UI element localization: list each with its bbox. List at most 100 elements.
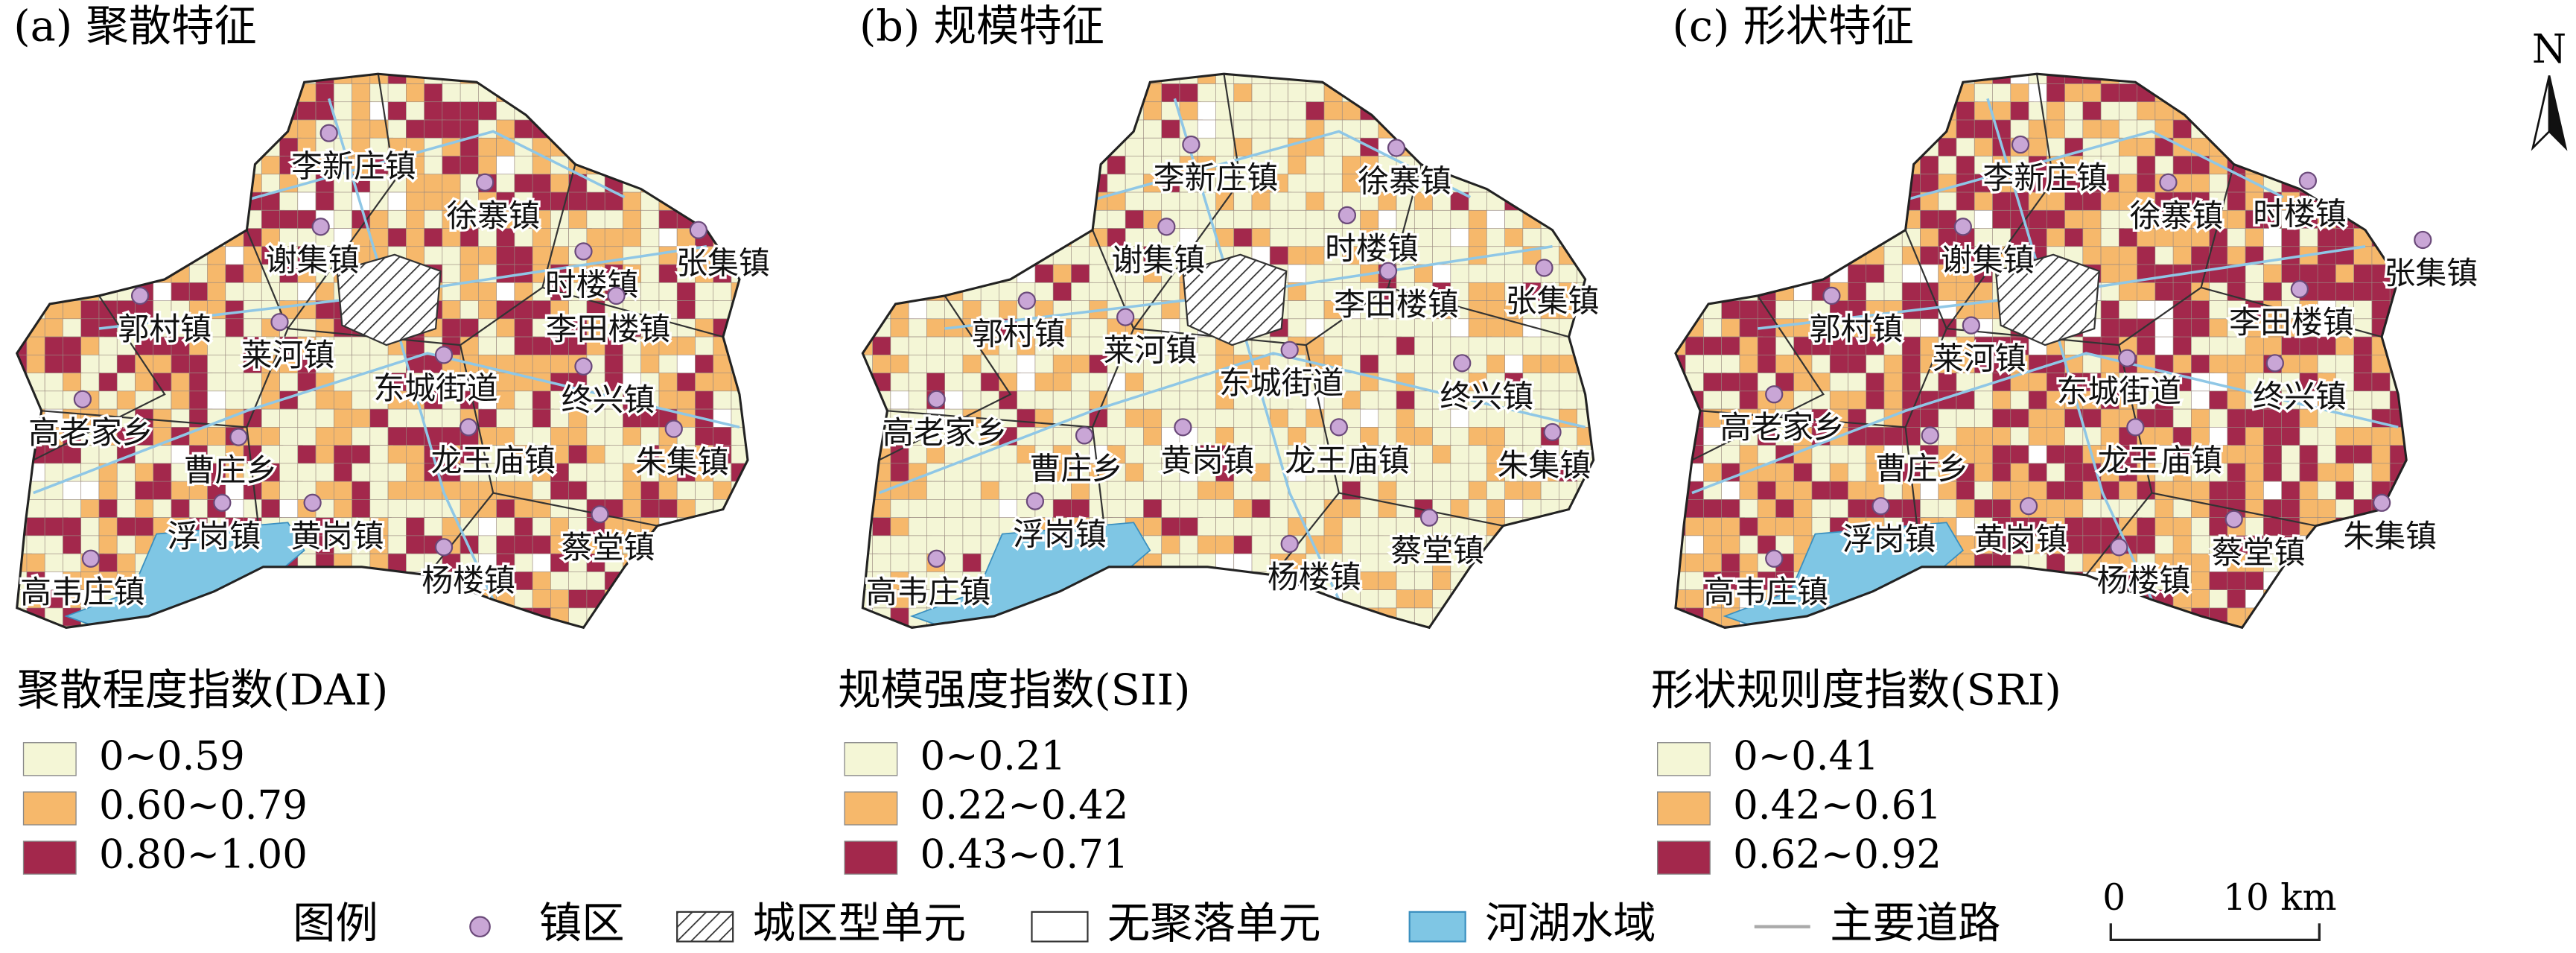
- map-cell: [862, 300, 878, 320]
- town-dot: [927, 390, 946, 408]
- map-cell: [604, 607, 623, 628]
- scale-label: 0: [2102, 877, 2125, 919]
- north-arrow: [2548, 75, 2568, 151]
- map-cell: [387, 390, 408, 410]
- map-cell: [478, 119, 500, 142]
- map-cell: [2317, 427, 2336, 448]
- map-cell: [890, 101, 911, 122]
- map-cell: [908, 209, 929, 229]
- map-cell: [1956, 156, 1979, 177]
- map-cell: [116, 119, 136, 140]
- map-cell: [1378, 209, 1397, 232]
- map-cell: [1233, 535, 1256, 556]
- town-label: 高老家乡: [1720, 409, 1845, 446]
- map-cell: [44, 625, 67, 628]
- map-cell: [962, 553, 983, 572]
- map-cell: [1396, 408, 1416, 429]
- map-cell: [676, 535, 696, 554]
- map-cell: [1161, 572, 1185, 594]
- map-cell: [695, 336, 716, 359]
- map-cell: [1504, 607, 1527, 628]
- map-cell: [1161, 625, 1183, 628]
- map-cell: [2408, 626, 2427, 645]
- map-cell: [2046, 119, 2069, 142]
- map-cell: [2227, 463, 2246, 484]
- map-cell: [2172, 481, 2193, 500]
- map-cell: [999, 625, 1020, 628]
- map-cell: [2389, 589, 2407, 612]
- map-cell: [80, 318, 103, 341]
- map-cell: [1685, 174, 1704, 194]
- map-cell: [387, 625, 407, 628]
- map-cell: [2317, 83, 2340, 103]
- map-cell: [2137, 607, 2156, 627]
- map-cell: [153, 390, 172, 410]
- map-cell: [999, 282, 1021, 303]
- map-cell: [2227, 300, 2249, 321]
- map-cell: [1577, 101, 1594, 122]
- map-cell: [1866, 101, 1889, 121]
- map-cell: [1468, 607, 1492, 628]
- map-cell: [496, 282, 515, 303]
- map-cell: [2209, 119, 2233, 139]
- map-cell: [2154, 264, 2174, 285]
- map-cell: [2154, 607, 2174, 628]
- map-cell: [1595, 463, 1613, 485]
- map-cell: [1522, 137, 1545, 156]
- map-cell: [171, 119, 193, 140]
- map-cell: [1956, 191, 1979, 212]
- map-cell: [2082, 607, 2102, 628]
- map-cell: [1179, 390, 1198, 410]
- map-cell: [387, 589, 408, 612]
- map-cell: [2299, 264, 2320, 283]
- map-cell: [695, 246, 714, 265]
- map-cell: [1721, 499, 1740, 520]
- map-cell: [872, 119, 891, 142]
- map-cell: [944, 336, 964, 357]
- map-cell: [1017, 83, 1036, 106]
- map-cell: [890, 191, 911, 211]
- map-cell: [713, 390, 732, 411]
- map-cell: [1450, 83, 1471, 103]
- map-cell: [171, 83, 195, 106]
- map-cell: [2118, 625, 2137, 628]
- map-cell: [2154, 83, 2179, 104]
- legend-symbol: [1031, 911, 1089, 943]
- map-cell: [2209, 74, 2233, 84]
- map-cell: [153, 373, 175, 393]
- map-cell: [1775, 300, 1798, 320]
- map-cell: [586, 481, 607, 504]
- map-cell: [1901, 137, 1926, 156]
- map-cell: [1288, 209, 1310, 229]
- map-cell: [1775, 156, 1795, 178]
- map-cell: [1577, 553, 1594, 572]
- map-cell: [2281, 83, 2302, 104]
- town-label: 朱集镇: [635, 444, 729, 481]
- map-cell: [1432, 535, 1453, 554]
- map-cell: [207, 119, 229, 142]
- map-cell: [1956, 589, 1980, 612]
- map-cell: [2137, 318, 2159, 338]
- map-cell: [1504, 354, 1524, 377]
- map-cell: [459, 300, 479, 320]
- map-cell: [2263, 373, 2286, 393]
- map-cell: [1504, 209, 1525, 231]
- map-cell: [98, 572, 119, 590]
- town-dot: [574, 242, 593, 261]
- map-cell: [2317, 445, 2336, 466]
- map-cell: [1522, 228, 1542, 249]
- map-cell: [1883, 74, 1906, 84]
- town-label: 张集镇: [676, 245, 770, 282]
- map-cell: [532, 445, 553, 466]
- map-cell: [1143, 572, 1163, 592]
- map-cell: [1034, 74, 1057, 88]
- map-cell: [424, 553, 445, 572]
- map-cell: [1450, 264, 1471, 287]
- map-cell: [188, 445, 210, 467]
- map-cell: [225, 354, 247, 377]
- map-cell: [369, 517, 392, 538]
- map-cell: [1540, 101, 1565, 121]
- map-cell: [188, 209, 212, 229]
- map-cell: [1811, 246, 1831, 268]
- map-cell: [2064, 607, 2088, 628]
